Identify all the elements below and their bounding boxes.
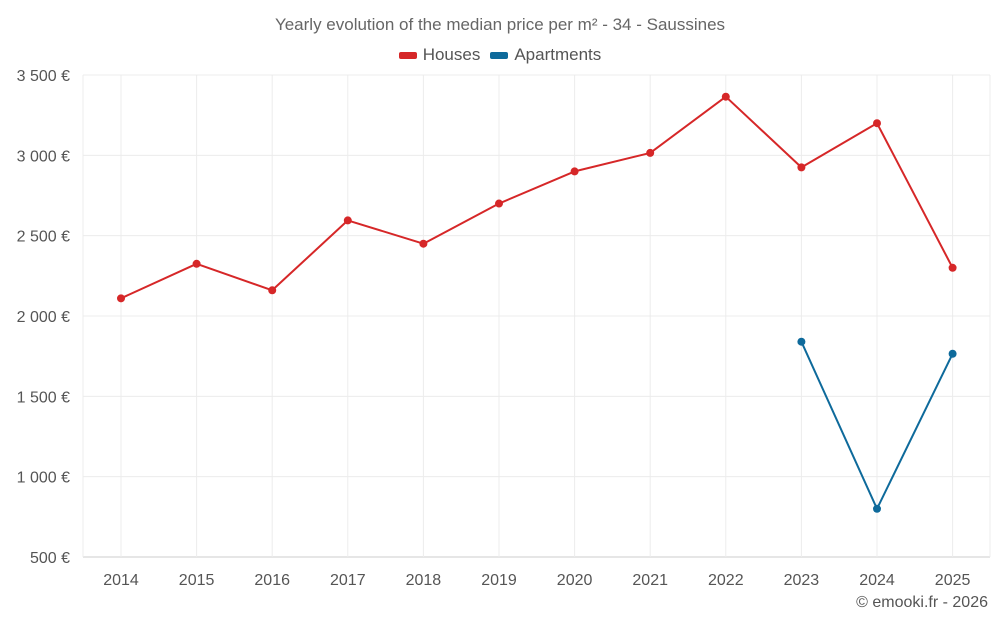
x-tick-label-2022: 2022: [708, 572, 744, 589]
legend-item-apartments[interactable]: Apartments: [490, 45, 601, 65]
data-point-houses-2022: [721, 92, 730, 101]
x-tick-label-2019: 2019: [481, 572, 517, 589]
x-tick-label-2014: 2014: [103, 572, 139, 589]
y-tick-label-3500: 3 500 €: [17, 68, 70, 85]
data-point-houses-2018: [419, 239, 428, 248]
data-point-houses-2021: [646, 148, 655, 157]
data-point-houses-2023: [797, 163, 806, 172]
x-tick-label-2024: 2024: [859, 572, 895, 589]
y-tick-label-1500: 1 500 €: [17, 389, 70, 406]
x-tick-label-2021: 2021: [632, 572, 668, 589]
x-tick-label-2025: 2025: [935, 572, 971, 589]
data-point-houses-2025: [948, 263, 957, 272]
data-point-houses-2019: [495, 199, 503, 208]
x-tick-label-2017: 2017: [330, 572, 366, 589]
data-point-apartments-2025: [948, 349, 957, 358]
legend-item-houses[interactable]: Houses: [398, 45, 481, 65]
y-tick-label-2000: 2 000 €: [17, 309, 70, 326]
data-point-apartments-2023: [797, 337, 806, 346]
data-point-houses-2015: [192, 259, 201, 268]
chart-title: Yearly evolution of the median price per…: [274, 15, 726, 34]
y-tick-label-3000: 3 000 €: [17, 148, 70, 165]
x-tick-label-2016: 2016: [254, 572, 290, 589]
data-point-houses-2017: [343, 216, 352, 225]
legend-label-apartments: Apartments: [514, 45, 602, 64]
x-tick-label-2015: 2015: [179, 572, 215, 589]
data-point-houses-2016: [268, 286, 277, 295]
legend: Houses Apartments: [0, 45, 1000, 65]
data-point-houses-2014: [117, 294, 125, 303]
x-tick-label-2018: 2018: [406, 572, 442, 589]
y-tick-label-1000: 1 000 €: [17, 470, 70, 487]
legend-swatch-apartments: [490, 51, 509, 59]
data-point-apartments-2024: [873, 504, 881, 513]
y-tick-label-500: 500 €: [30, 550, 70, 567]
data-point-houses-2020: [570, 167, 579, 176]
y-tick-label-2500: 2 500 €: [17, 229, 70, 246]
data-point-houses-2024: [873, 119, 881, 128]
credit-text: © emooki.fr - 2026: [856, 594, 988, 611]
x-tick-label-2020: 2020: [557, 572, 593, 589]
legend-swatch-houses: [398, 51, 417, 59]
x-tick-label-2023: 2023: [784, 572, 820, 589]
series-line-houses: [120, 95, 954, 300]
legend-label-houses: Houses: [422, 45, 481, 64]
